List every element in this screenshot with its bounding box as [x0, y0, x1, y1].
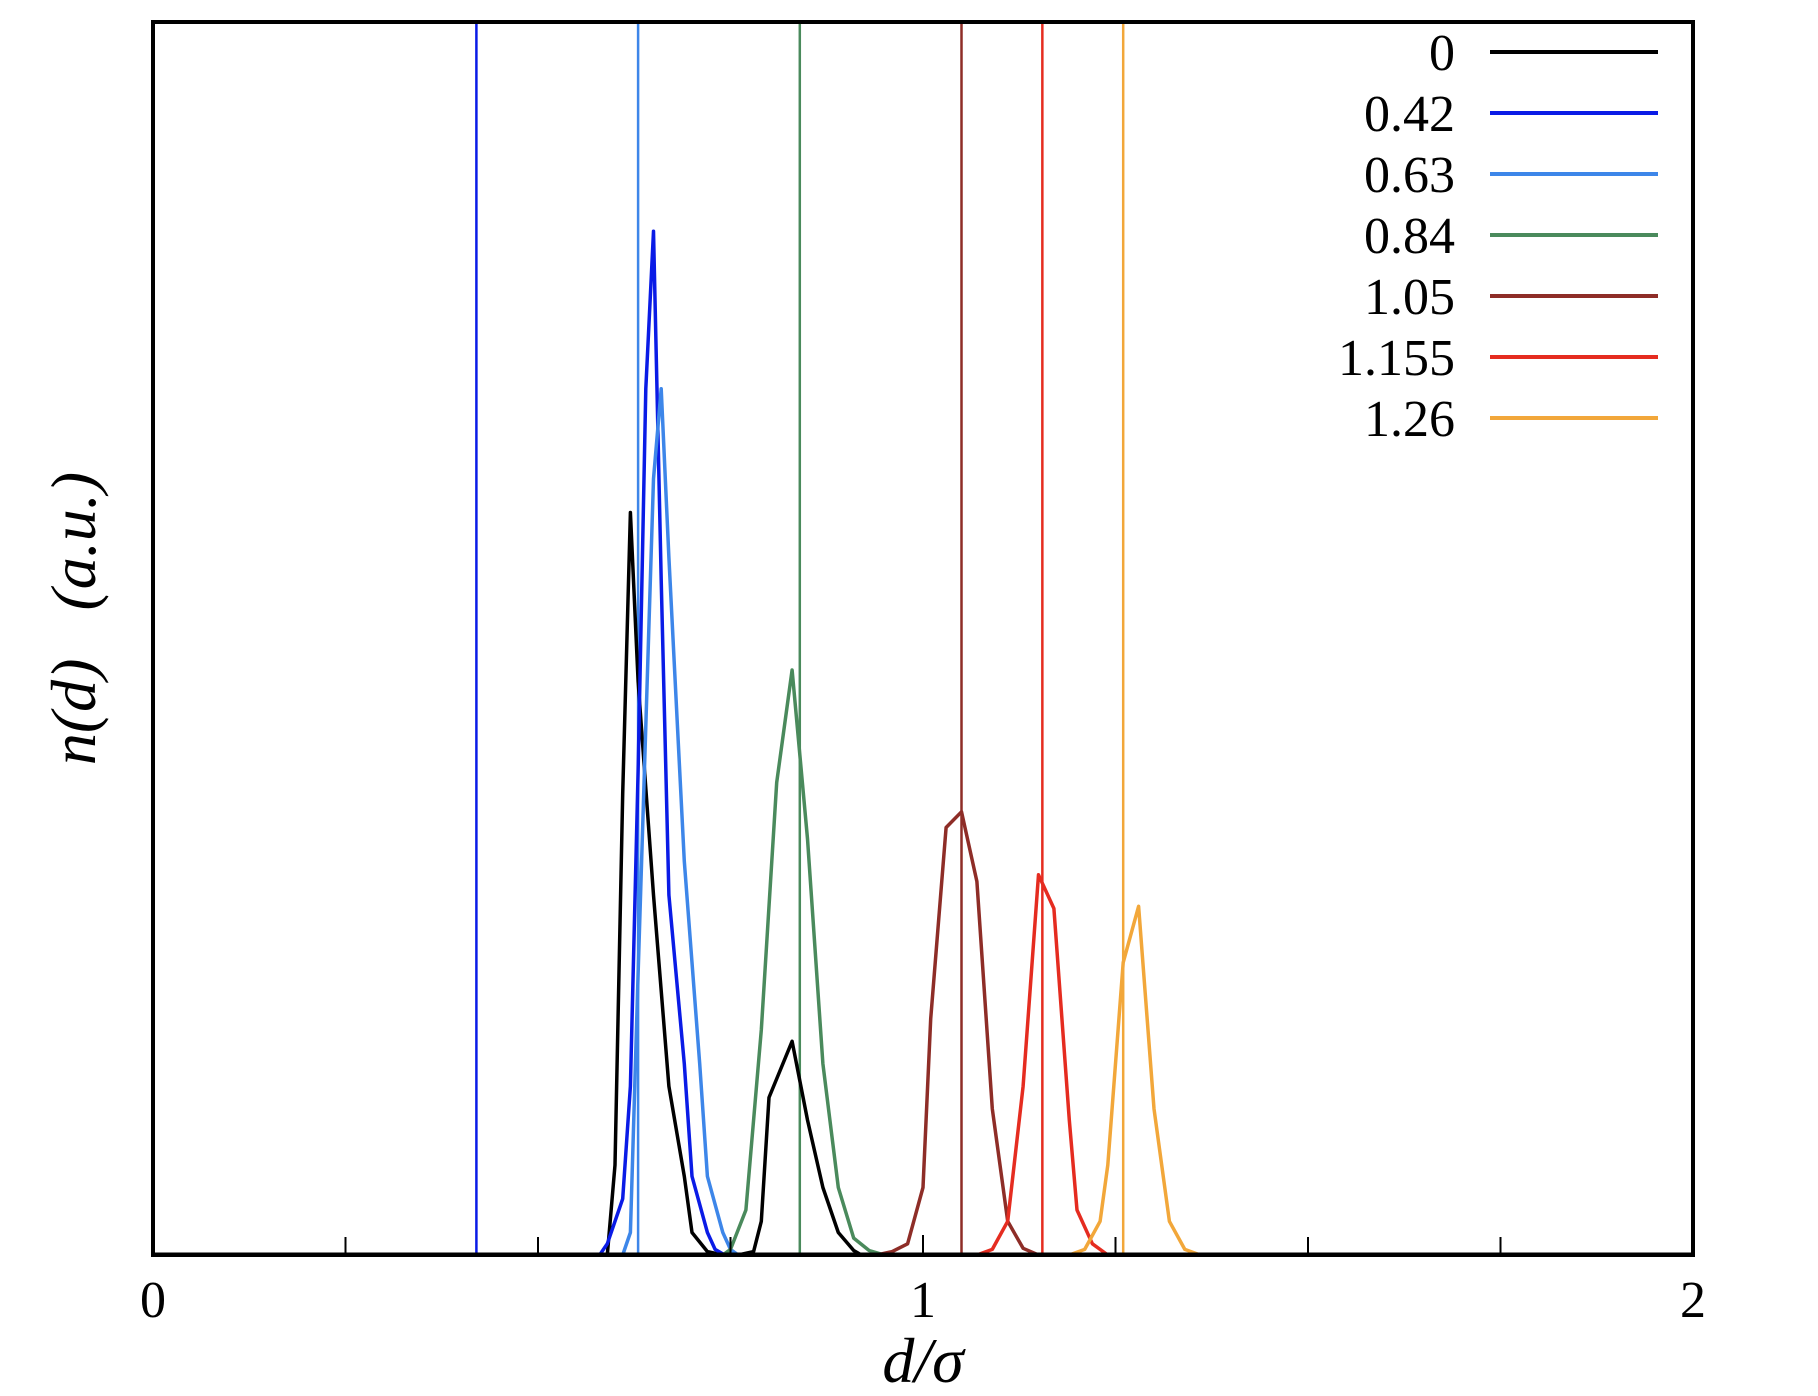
- series-line-0: [561, 510, 863, 1257]
- legend-label-2: 0.63: [1364, 147, 1455, 204]
- series-line-4: [876, 810, 1040, 1257]
- x-tick-label-1: 1: [910, 1272, 936, 1329]
- legend-label-5: 1.155: [1338, 330, 1455, 387]
- series-line-5: [976, 873, 1124, 1257]
- reference-lines: [475, 22, 1125, 1255]
- x-tick-label-0: 0: [140, 1272, 166, 1329]
- series-line-3: [715, 668, 900, 1257]
- legend-label-0: 0: [1429, 25, 1455, 82]
- legend-label-4: 1.05: [1364, 269, 1455, 326]
- series-line-1: [598, 229, 754, 1257]
- x-tick-label-2: 2: [1680, 1272, 1706, 1329]
- x-axis-tick-labels: 0 1 2: [140, 1272, 1706, 1329]
- x-axis-ticks: [152, 1235, 1694, 1255]
- series-line-6: [1068, 904, 1216, 1257]
- legend-label-1: 0.42: [1364, 86, 1455, 143]
- legend-label-6: 1.26: [1364, 391, 1455, 448]
- legend-label-3: 0.84: [1364, 208, 1455, 265]
- x-axis-title: d/σ: [882, 1325, 966, 1396]
- y-axis-title: n(d) (a.u.): [38, 472, 109, 765]
